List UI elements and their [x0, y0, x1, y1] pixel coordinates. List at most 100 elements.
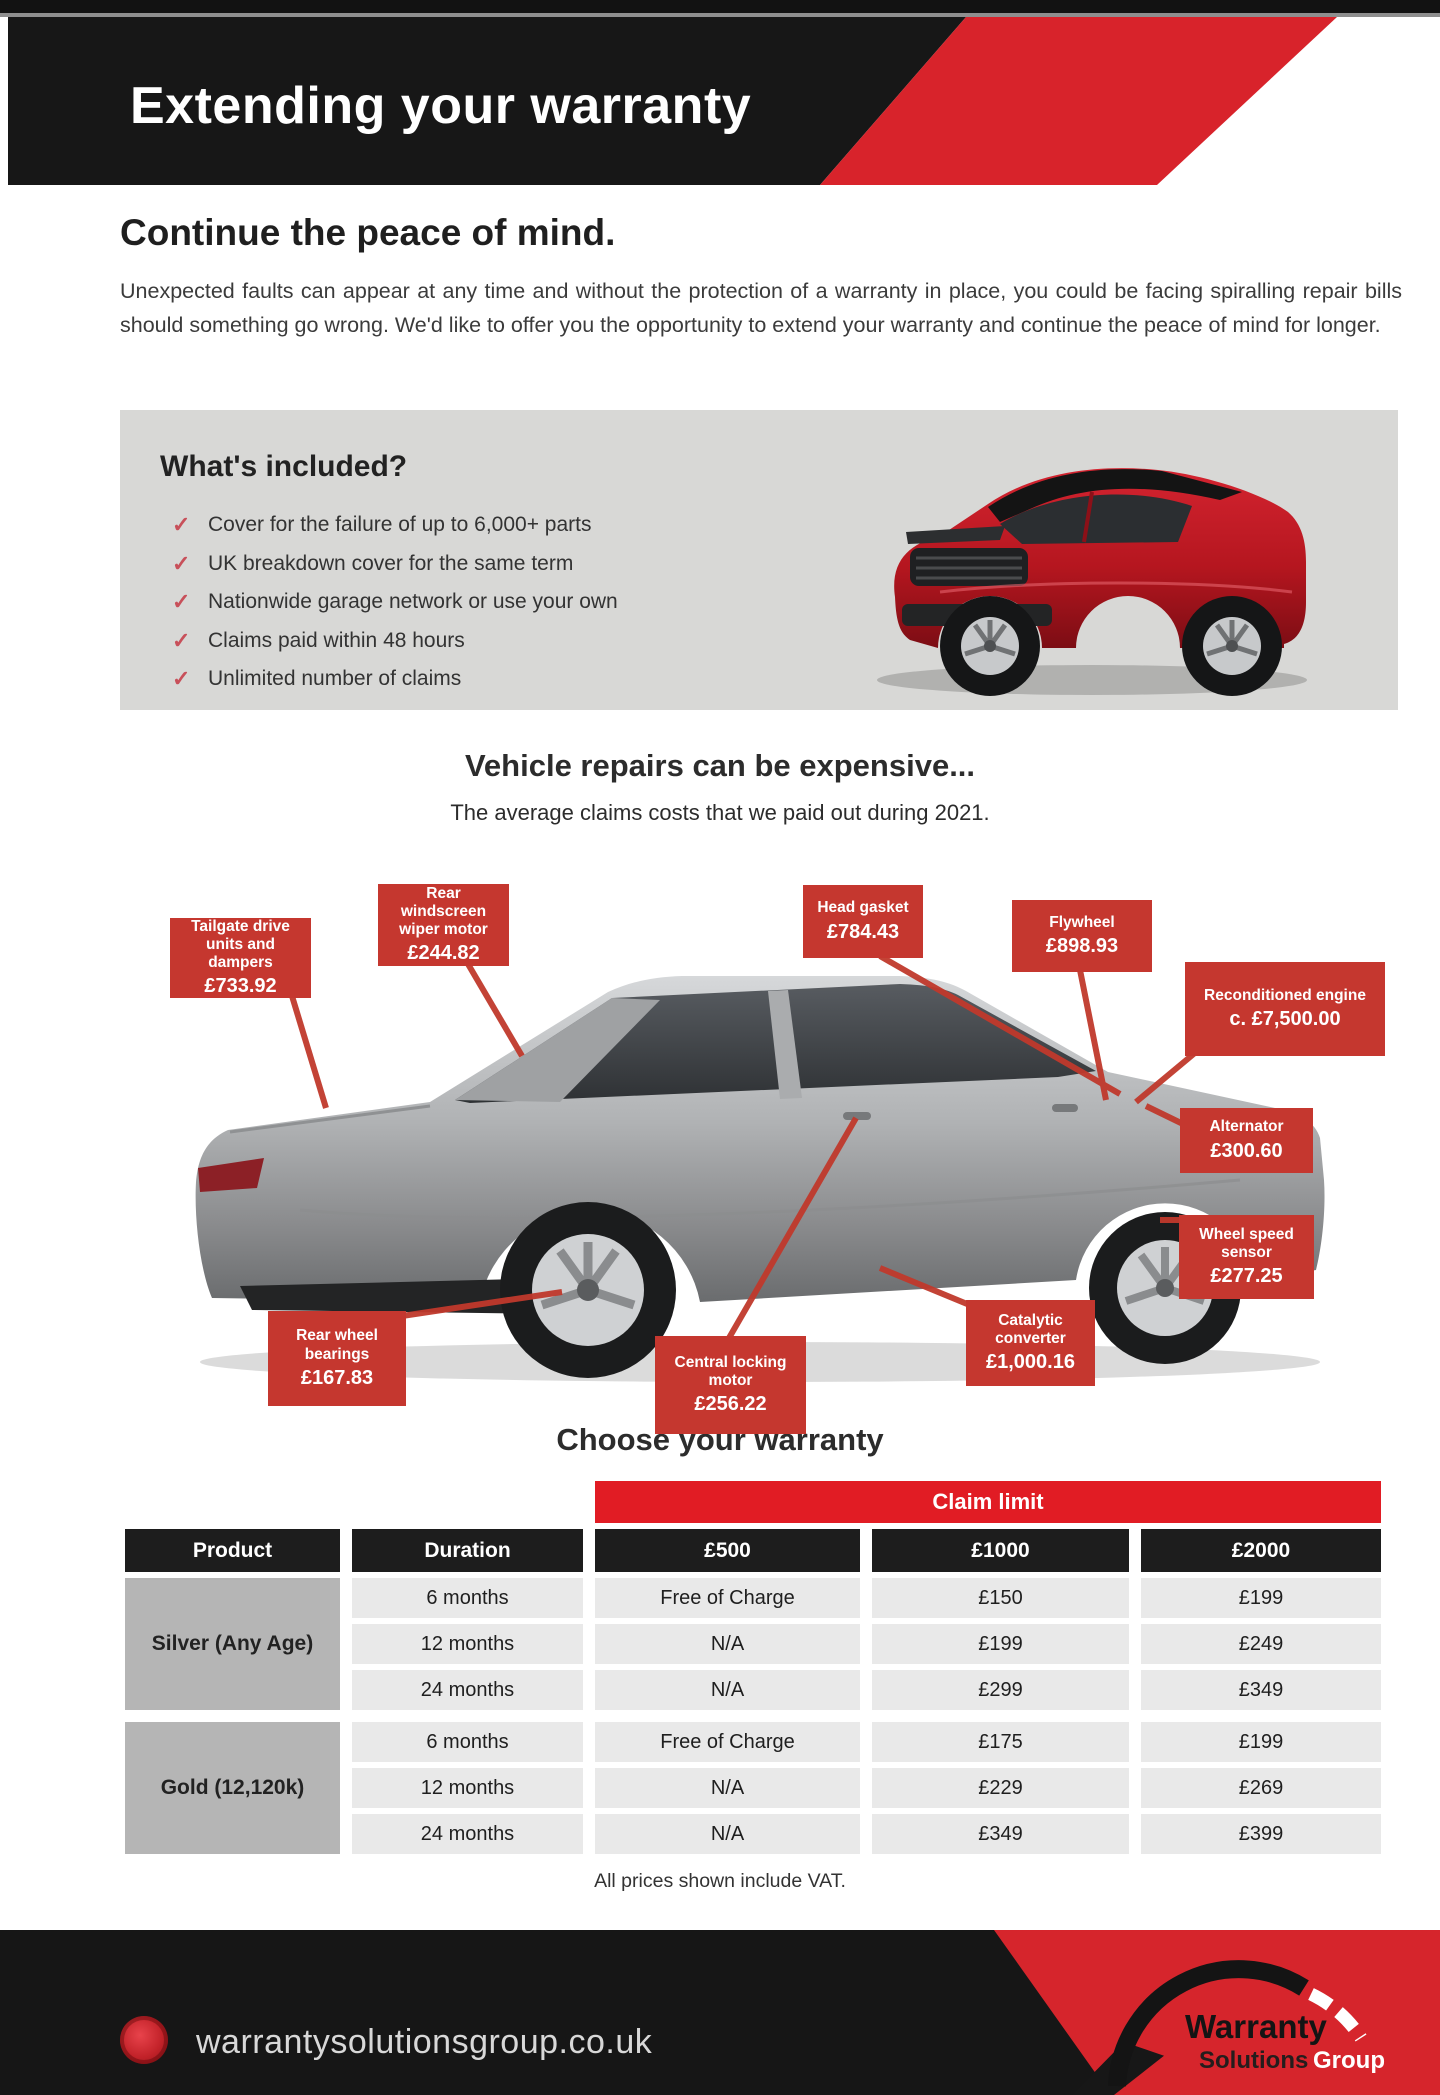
- included-item-text: UK breakdown cover for the same term: [208, 551, 574, 575]
- cell-price: Free of Charge: [595, 1578, 860, 1618]
- column-header-product: Product: [125, 1529, 340, 1572]
- top-strip: [0, 0, 1440, 13]
- cell-price: N/A: [595, 1670, 860, 1710]
- cell-price: N/A: [595, 1624, 860, 1664]
- callout-reconditioned-engine: Reconditioned engine c. £7,500.00: [1185, 962, 1385, 1056]
- list-item: ✓ Unlimited number of claims: [172, 660, 618, 699]
- list-item: ✓ Cover for the failure of up to 6,000+ p…: [172, 506, 618, 545]
- wsg-roundel-icon: [120, 2016, 168, 2064]
- table-header-row: Product Duration £500 £1000 £2000: [125, 1529, 1381, 1572]
- cell-price: £175: [872, 1722, 1129, 1762]
- column-header-1000: £1000: [872, 1529, 1129, 1572]
- callout-price: £300.60: [1210, 1139, 1283, 1162]
- repairs-title: Vehicle repairs can be expensive...: [464, 748, 976, 783]
- cell-duration: 12 months: [352, 1768, 583, 1808]
- table-row: 24 months N/A £299 £349: [352, 1670, 1381, 1710]
- included-item-text: Unlimited number of claims: [208, 667, 462, 691]
- callout-price: £244.82: [407, 942, 480, 965]
- included-title: What's included?: [160, 450, 408, 483]
- callout-price: £1,000.16: [986, 1351, 1075, 1374]
- callout-tailgate: Tailgate drive units and dampers £733.92: [170, 918, 311, 998]
- intro-heading: Continue the peace of mind.: [120, 212, 616, 253]
- callout-central-locking: Central locking motor £256.22: [655, 1336, 806, 1434]
- cell-price: £349: [872, 1814, 1129, 1854]
- callout-price: £733.92: [204, 975, 277, 998]
- cell-duration: 6 months: [352, 1722, 583, 1762]
- logo-text-group: Group: [1313, 2047, 1385, 2074]
- table-row: 24 months N/A £349 £399: [352, 1814, 1381, 1854]
- checkmark-icon: ✓: [172, 627, 191, 653]
- callout-price: £277.25: [1210, 1265, 1283, 1288]
- callout-name: Rear wheel bearings: [296, 1327, 378, 1363]
- intro-paragraph: Unexpected faults can appear at any time…: [120, 279, 1402, 337]
- callout-name: Central locking motor: [674, 1353, 787, 1389]
- cell-price: £199: [872, 1624, 1129, 1664]
- callout-price: £167.83: [300, 1366, 374, 1389]
- included-item-text: Cover for the failure of up to 6,000+ pa…: [208, 513, 592, 537]
- list-item: ✓ Nationwide garage network or use your o…: [172, 583, 618, 622]
- callout-name: Wheel speed sensor: [1199, 1225, 1294, 1261]
- top-divider: [0, 13, 1440, 17]
- callout-name: Rear windscreen wiper motor: [399, 884, 488, 939]
- logo-text-solutions: Solutions: [1199, 2047, 1308, 2074]
- included-item-text: Claims paid within 48 hours: [208, 628, 465, 652]
- checkmark-icon: ✓: [172, 589, 191, 615]
- repairs-subtitle: The average claims costs that we paid ou…: [450, 800, 990, 825]
- warranty-solutions-group-logo: Warranty Solutions Group: [1095, 1936, 1425, 2094]
- website-link[interactable]: warrantysolutionsgroup.co.uk: [196, 2023, 653, 2061]
- vat-note: All prices shown include VAT.: [594, 1870, 846, 1892]
- table-row: 6 months Free of Charge £150 £199: [352, 1578, 1381, 1618]
- header-band: [8, 17, 966, 185]
- callout-name: Tailgate drive units and dampers: [191, 917, 290, 972]
- checkmark-icon: ✓: [172, 666, 191, 692]
- cell-price: Free of Charge: [595, 1722, 860, 1762]
- cell-price: £399: [1141, 1814, 1381, 1854]
- checkmark-icon: ✓: [172, 550, 191, 576]
- cell-price: £299: [872, 1670, 1129, 1710]
- logo-text-warranty: Warranty: [1185, 2008, 1327, 2045]
- cell-price: £199: [1141, 1722, 1381, 1762]
- car-callout-figure: Tailgate drive units and dampers £733.92…: [0, 850, 1440, 1440]
- callout-name: Catalytic converter: [995, 1311, 1066, 1347]
- cell-duration: 6 months: [352, 1578, 583, 1618]
- callout-wheel-speed-sensor: Wheel speed sensor £277.25: [1179, 1215, 1314, 1299]
- cell-price: N/A: [595, 1814, 860, 1854]
- cell-duration: 24 months: [352, 1814, 583, 1854]
- list-item: ✓ UK breakdown cover for the same term: [172, 545, 618, 584]
- cell-price: £150: [872, 1578, 1129, 1618]
- product-cell-gold: Gold (12,120k): [125, 1722, 340, 1854]
- column-header-500: £500: [595, 1529, 860, 1572]
- grey-sedan-image: [195, 953, 1325, 1382]
- callout-rear-wheel-bearings: Rear wheel bearings £167.83: [268, 1311, 406, 1406]
- table-row: 12 months N/A £229 £269: [352, 1768, 1381, 1808]
- table-row: 6 months Free of Charge £175 £199: [352, 1722, 1381, 1762]
- column-header-2000: £2000: [1141, 1529, 1381, 1572]
- checkmark-icon: ✓: [172, 512, 191, 538]
- callout-name: Alternator: [1209, 1118, 1284, 1136]
- cell-price: £349: [1141, 1670, 1381, 1710]
- callout-flywheel: Flywheel £898.93: [1012, 900, 1152, 972]
- table-row: 12 months N/A £199 £249: [352, 1624, 1381, 1664]
- cell-price: N/A: [595, 1768, 860, 1808]
- cell-duration: 12 months: [352, 1624, 583, 1664]
- cell-price: £199: [1141, 1578, 1381, 1618]
- page-title: Extending your warranty: [130, 77, 752, 135]
- included-list: ✓ Cover for the failure of up to 6,000+ p…: [172, 506, 618, 699]
- whats-included-box: What's included? ✓ Cover for the failure …: [120, 410, 1398, 710]
- included-item-text: Nationwide garage network or use your ow…: [208, 590, 618, 614]
- cell-duration: 24 months: [352, 1670, 583, 1710]
- callout-rear-wiper: Rear windscreen wiper motor £244.82: [378, 884, 509, 966]
- cell-price: £269: [1141, 1768, 1381, 1808]
- red-suv-image: [840, 412, 1345, 708]
- callout-name: Head gasket: [817, 899, 909, 917]
- callout-price: c. £7,500.00: [1229, 1008, 1341, 1031]
- product-cell-silver: Silver (Any Age): [125, 1578, 340, 1710]
- callout-alternator: Alternator £300.60: [1180, 1108, 1313, 1173]
- callout-name: Reconditioned engine: [1204, 986, 1366, 1004]
- list-item: ✓ Claims paid within 48 hours: [172, 622, 618, 661]
- callout-pointer-lines: [289, 953, 1198, 1340]
- callout-catalytic-converter: Catalytic converter £1,000.16: [966, 1300, 1095, 1386]
- callout-price: £898.93: [1045, 935, 1119, 958]
- column-header-duration: Duration: [352, 1529, 583, 1572]
